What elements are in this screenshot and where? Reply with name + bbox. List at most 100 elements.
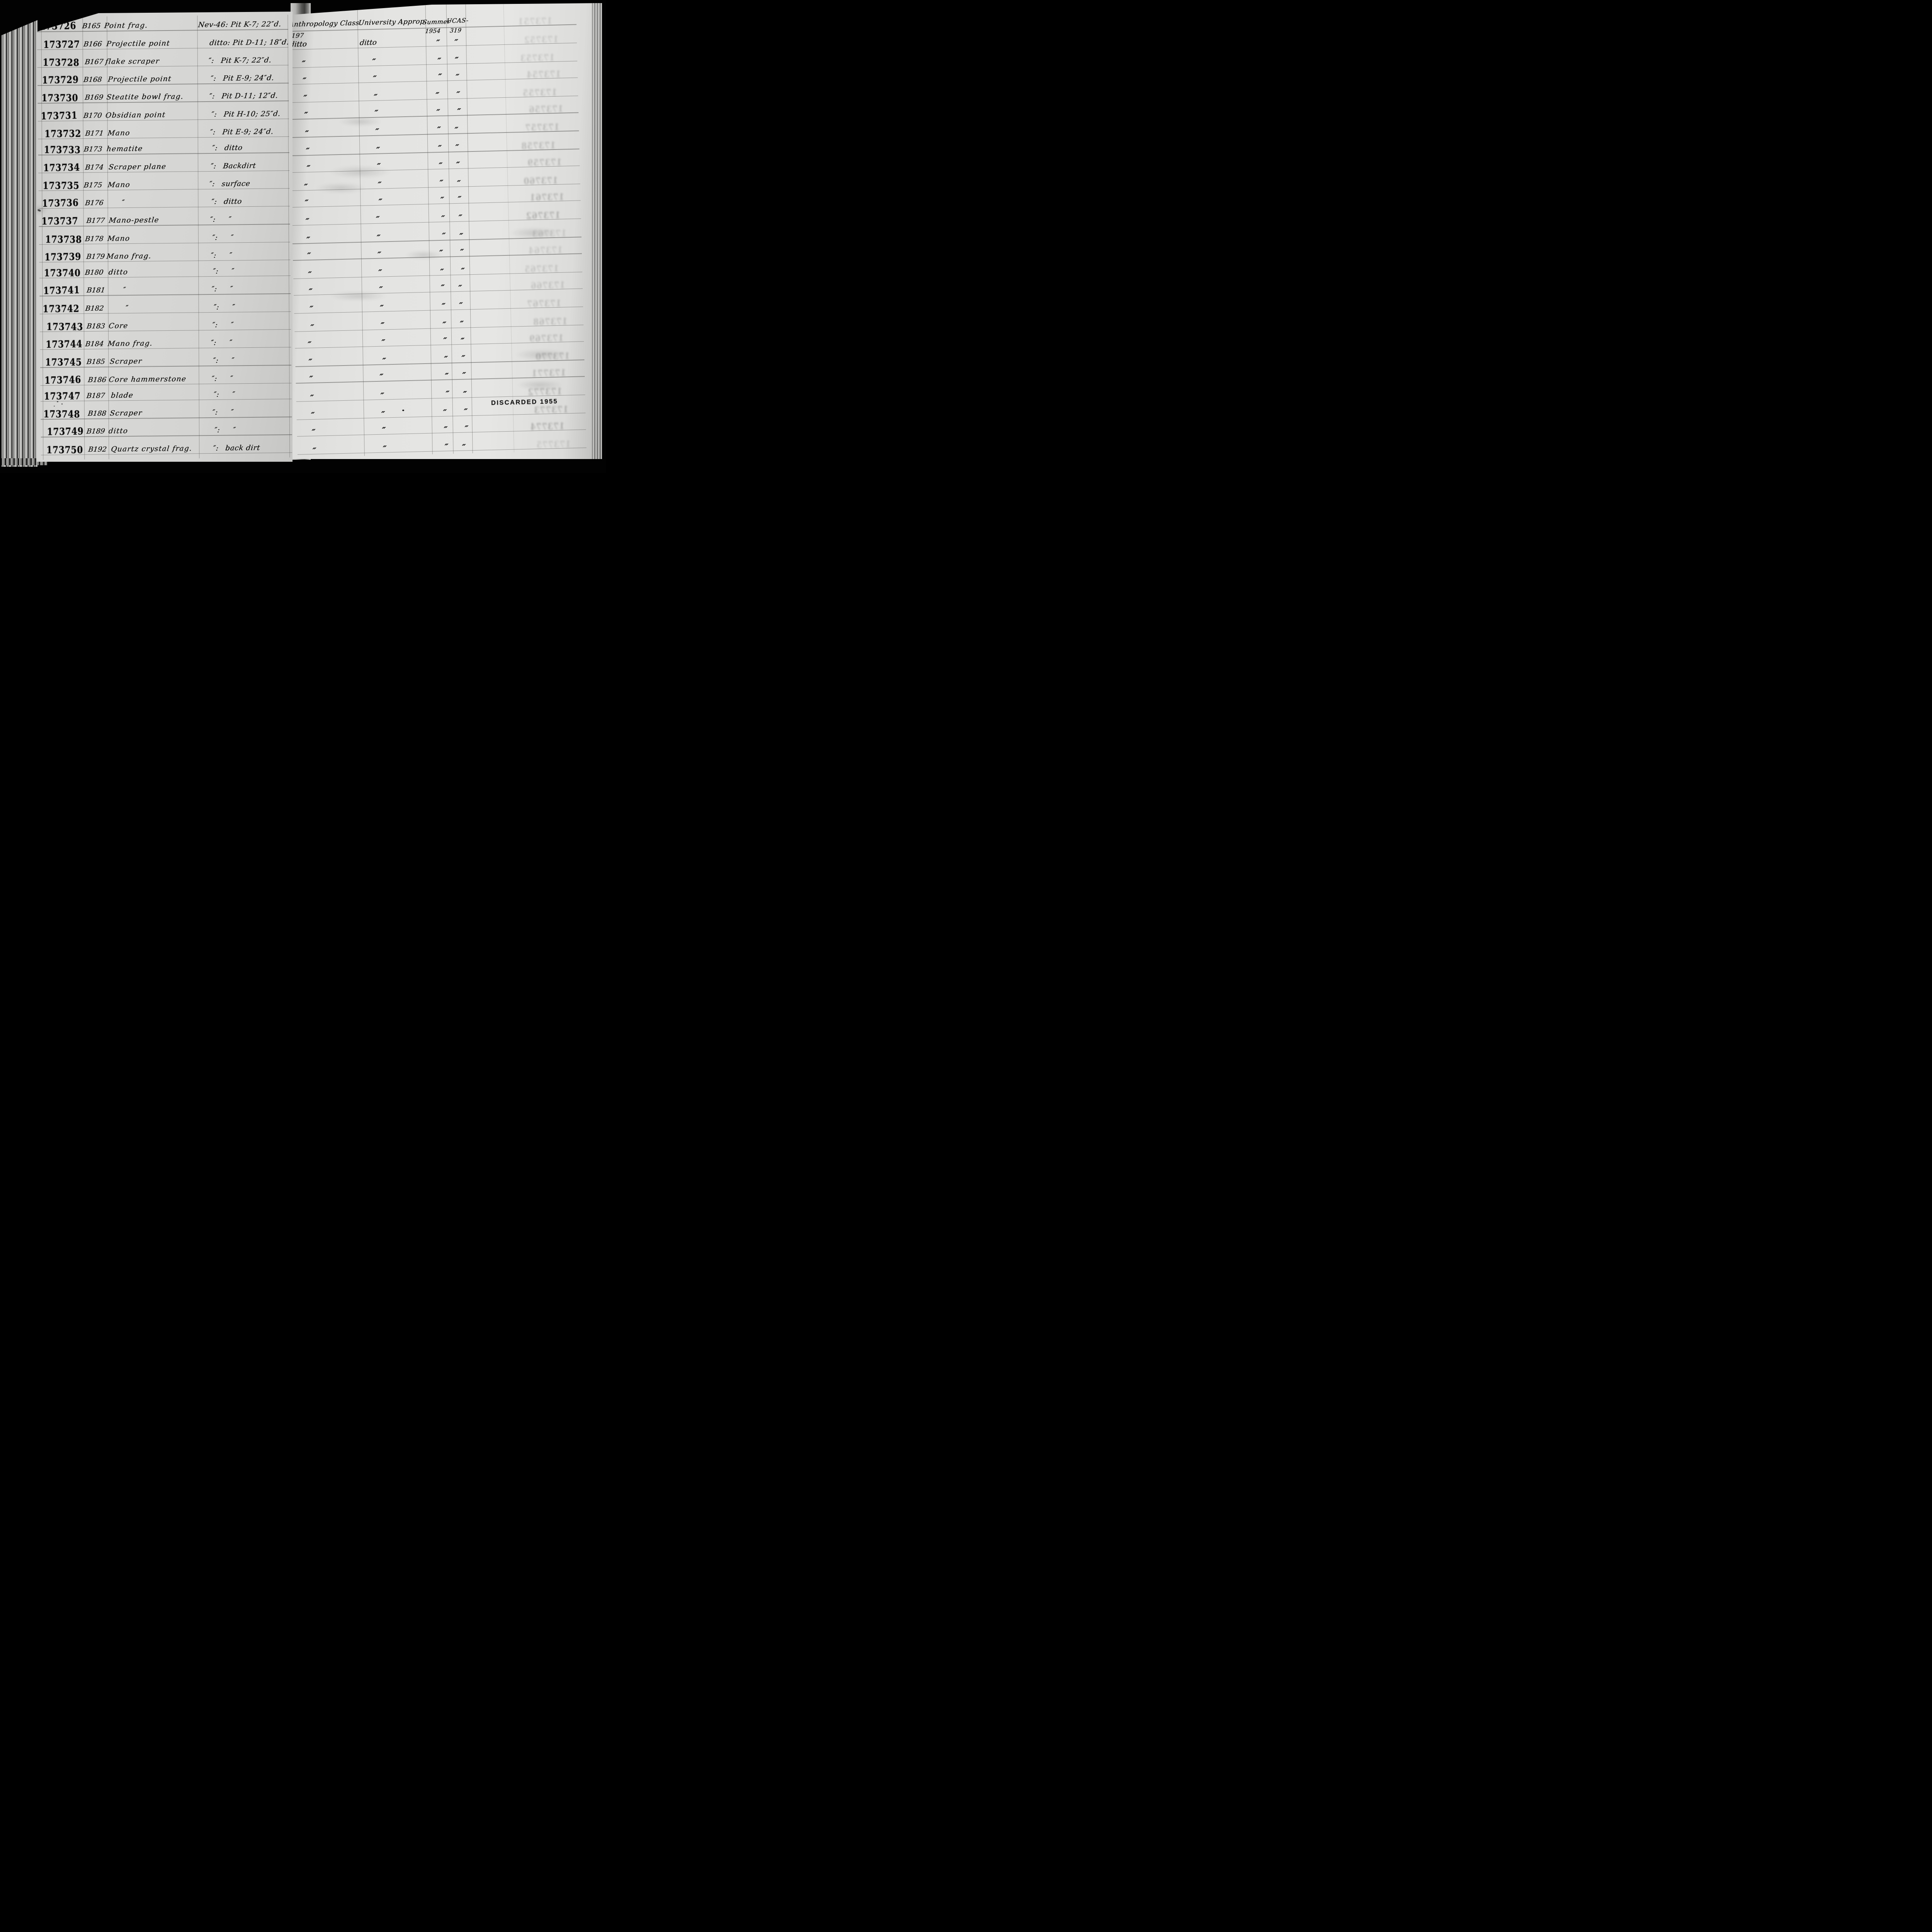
ditto-mark: ″	[307, 357, 313, 367]
ink-speck	[57, 401, 58, 402]
bleedthrough-smudge	[316, 183, 366, 194]
artifact-description: Obsidian point	[105, 111, 166, 120]
catalog-number: 173738	[45, 233, 82, 245]
page-edge-curl-right	[592, 3, 602, 459]
location-entry: ″	[229, 251, 233, 260]
catalog-number: 173729	[42, 74, 79, 86]
b-number: B174	[84, 163, 104, 172]
ditto-mark: ″	[380, 337, 386, 347]
b-number: B180	[84, 268, 104, 277]
bleedthrough-smudge	[515, 349, 569, 361]
fund-entry: University Approp.	[358, 18, 427, 27]
ditto-mark: ″	[371, 73, 377, 83]
location-entry: back dirt	[224, 444, 261, 452]
catalog-number: 173727	[43, 38, 80, 50]
location-entry: ″:	[209, 216, 216, 224]
left-page-content: 173726 B165 Point frag. Nev-46: Pit K-7; 22…	[37, 12, 293, 462]
ghost-number: 173775	[536, 439, 571, 451]
artifact-description: flake scraper	[105, 57, 160, 66]
b-number: B188	[87, 409, 107, 418]
ghost-number: 173758	[521, 140, 556, 152]
year-entry: 1954	[425, 27, 441, 35]
catalog-number: 173743	[46, 321, 83, 333]
catalog-number: 173732	[44, 128, 82, 139]
b-number: B187	[86, 391, 105, 400]
ghost-number: 173768	[532, 316, 568, 328]
catalog-number: 173730	[41, 92, 78, 104]
ditto-mark: ″	[378, 372, 384, 382]
artifact-description: hematite	[106, 145, 143, 153]
location-entry: ″	[230, 321, 234, 329]
location-entry: ″:	[211, 110, 218, 119]
catalog-number: 173736	[42, 197, 79, 209]
ghost-number: 173773	[534, 404, 569, 416]
ditto-mark: ″	[458, 319, 464, 329]
ditto-mark: ″	[459, 265, 465, 276]
column-rule	[425, 3, 433, 454]
artifact-description: Mano	[107, 180, 131, 189]
ditto-mark: ″	[303, 110, 309, 120]
ditto-mark: ″	[381, 444, 387, 454]
location-entry: ″:	[208, 56, 215, 65]
ditto-mark: ″	[376, 180, 382, 190]
location-entry: ″:	[214, 426, 221, 435]
ditto-mark: ″	[310, 410, 315, 420]
column-rule	[357, 3, 365, 456]
ink-speck	[61, 403, 63, 405]
location-entry: ″:	[212, 267, 219, 276]
location-entry: ditto	[223, 197, 243, 206]
ditto-mark: ″	[302, 93, 308, 103]
column-rule	[197, 15, 200, 459]
artifact-description: ″	[122, 286, 127, 294]
location-entry: ″:	[211, 321, 218, 329]
location-entry: ″:	[209, 128, 216, 136]
ditto-mark: ″	[460, 353, 466, 364]
ditto-mark: ″	[438, 178, 444, 188]
page-stack-edges-left	[1, 20, 37, 467]
catalog-number: 173740	[44, 267, 81, 279]
ditto-mark: ″	[442, 354, 449, 364]
ditto-mark: ″	[440, 301, 446, 311]
ditto-mark: ″	[439, 282, 445, 293]
column-rule	[465, 3, 473, 454]
ditto-mark: ″	[453, 55, 459, 65]
ditto-mark: ″	[442, 335, 447, 346]
location-entry: ″:	[212, 408, 218, 417]
catalog-number: 173741	[43, 284, 80, 297]
ditto-mark: ″	[456, 106, 461, 117]
accession-number: 197	[291, 32, 304, 40]
ditto-mark: ″	[456, 194, 462, 204]
ghost-number: 173760	[523, 175, 558, 187]
ditto-mark: ″	[303, 197, 309, 208]
ghost-number: 173769	[529, 333, 564, 344]
bleedthrough-smudge	[517, 380, 563, 390]
location-entry: ditto	[224, 144, 243, 152]
catalog-number: 173749	[47, 425, 84, 438]
ghost-number: 173751	[517, 16, 553, 27]
ghost-number: 173752	[524, 34, 559, 46]
location-entry: ″	[228, 215, 232, 224]
location-entry: ″:	[212, 444, 219, 452]
artifact-description: Core hammerstone	[108, 375, 187, 384]
ledger-photo: 173726 B165 Point frag. Nev-46: Pit K-7; 22…	[0, 0, 606, 473]
ditto-mark: ″	[457, 300, 463, 310]
artifact-description: blade	[110, 391, 134, 400]
location-entry: ″	[229, 338, 233, 347]
b-number: B173	[83, 145, 103, 154]
location-entry: ″:	[211, 285, 218, 294]
ditto-mark: ″	[374, 214, 380, 224]
ditto-mark: ″	[440, 231, 446, 241]
ditto-mark: ″	[463, 423, 469, 434]
artifact-description: Scraper plane	[108, 162, 167, 172]
page-stack-edges-bottom	[1, 458, 47, 465]
location-entry: ″	[231, 303, 236, 311]
ditto-mark: ″	[434, 90, 440, 100]
catalog-number: 173737	[41, 215, 78, 227]
location-entry: ″	[230, 408, 234, 417]
b-number: B176	[84, 199, 104, 207]
location-entry: ″:	[209, 92, 215, 101]
ghost-number: 173759	[527, 157, 562, 168]
catalog-number: 173728	[43, 57, 80, 68]
catalog-number: 173744	[46, 338, 83, 350]
ditto-mark: ″	[437, 71, 442, 82]
